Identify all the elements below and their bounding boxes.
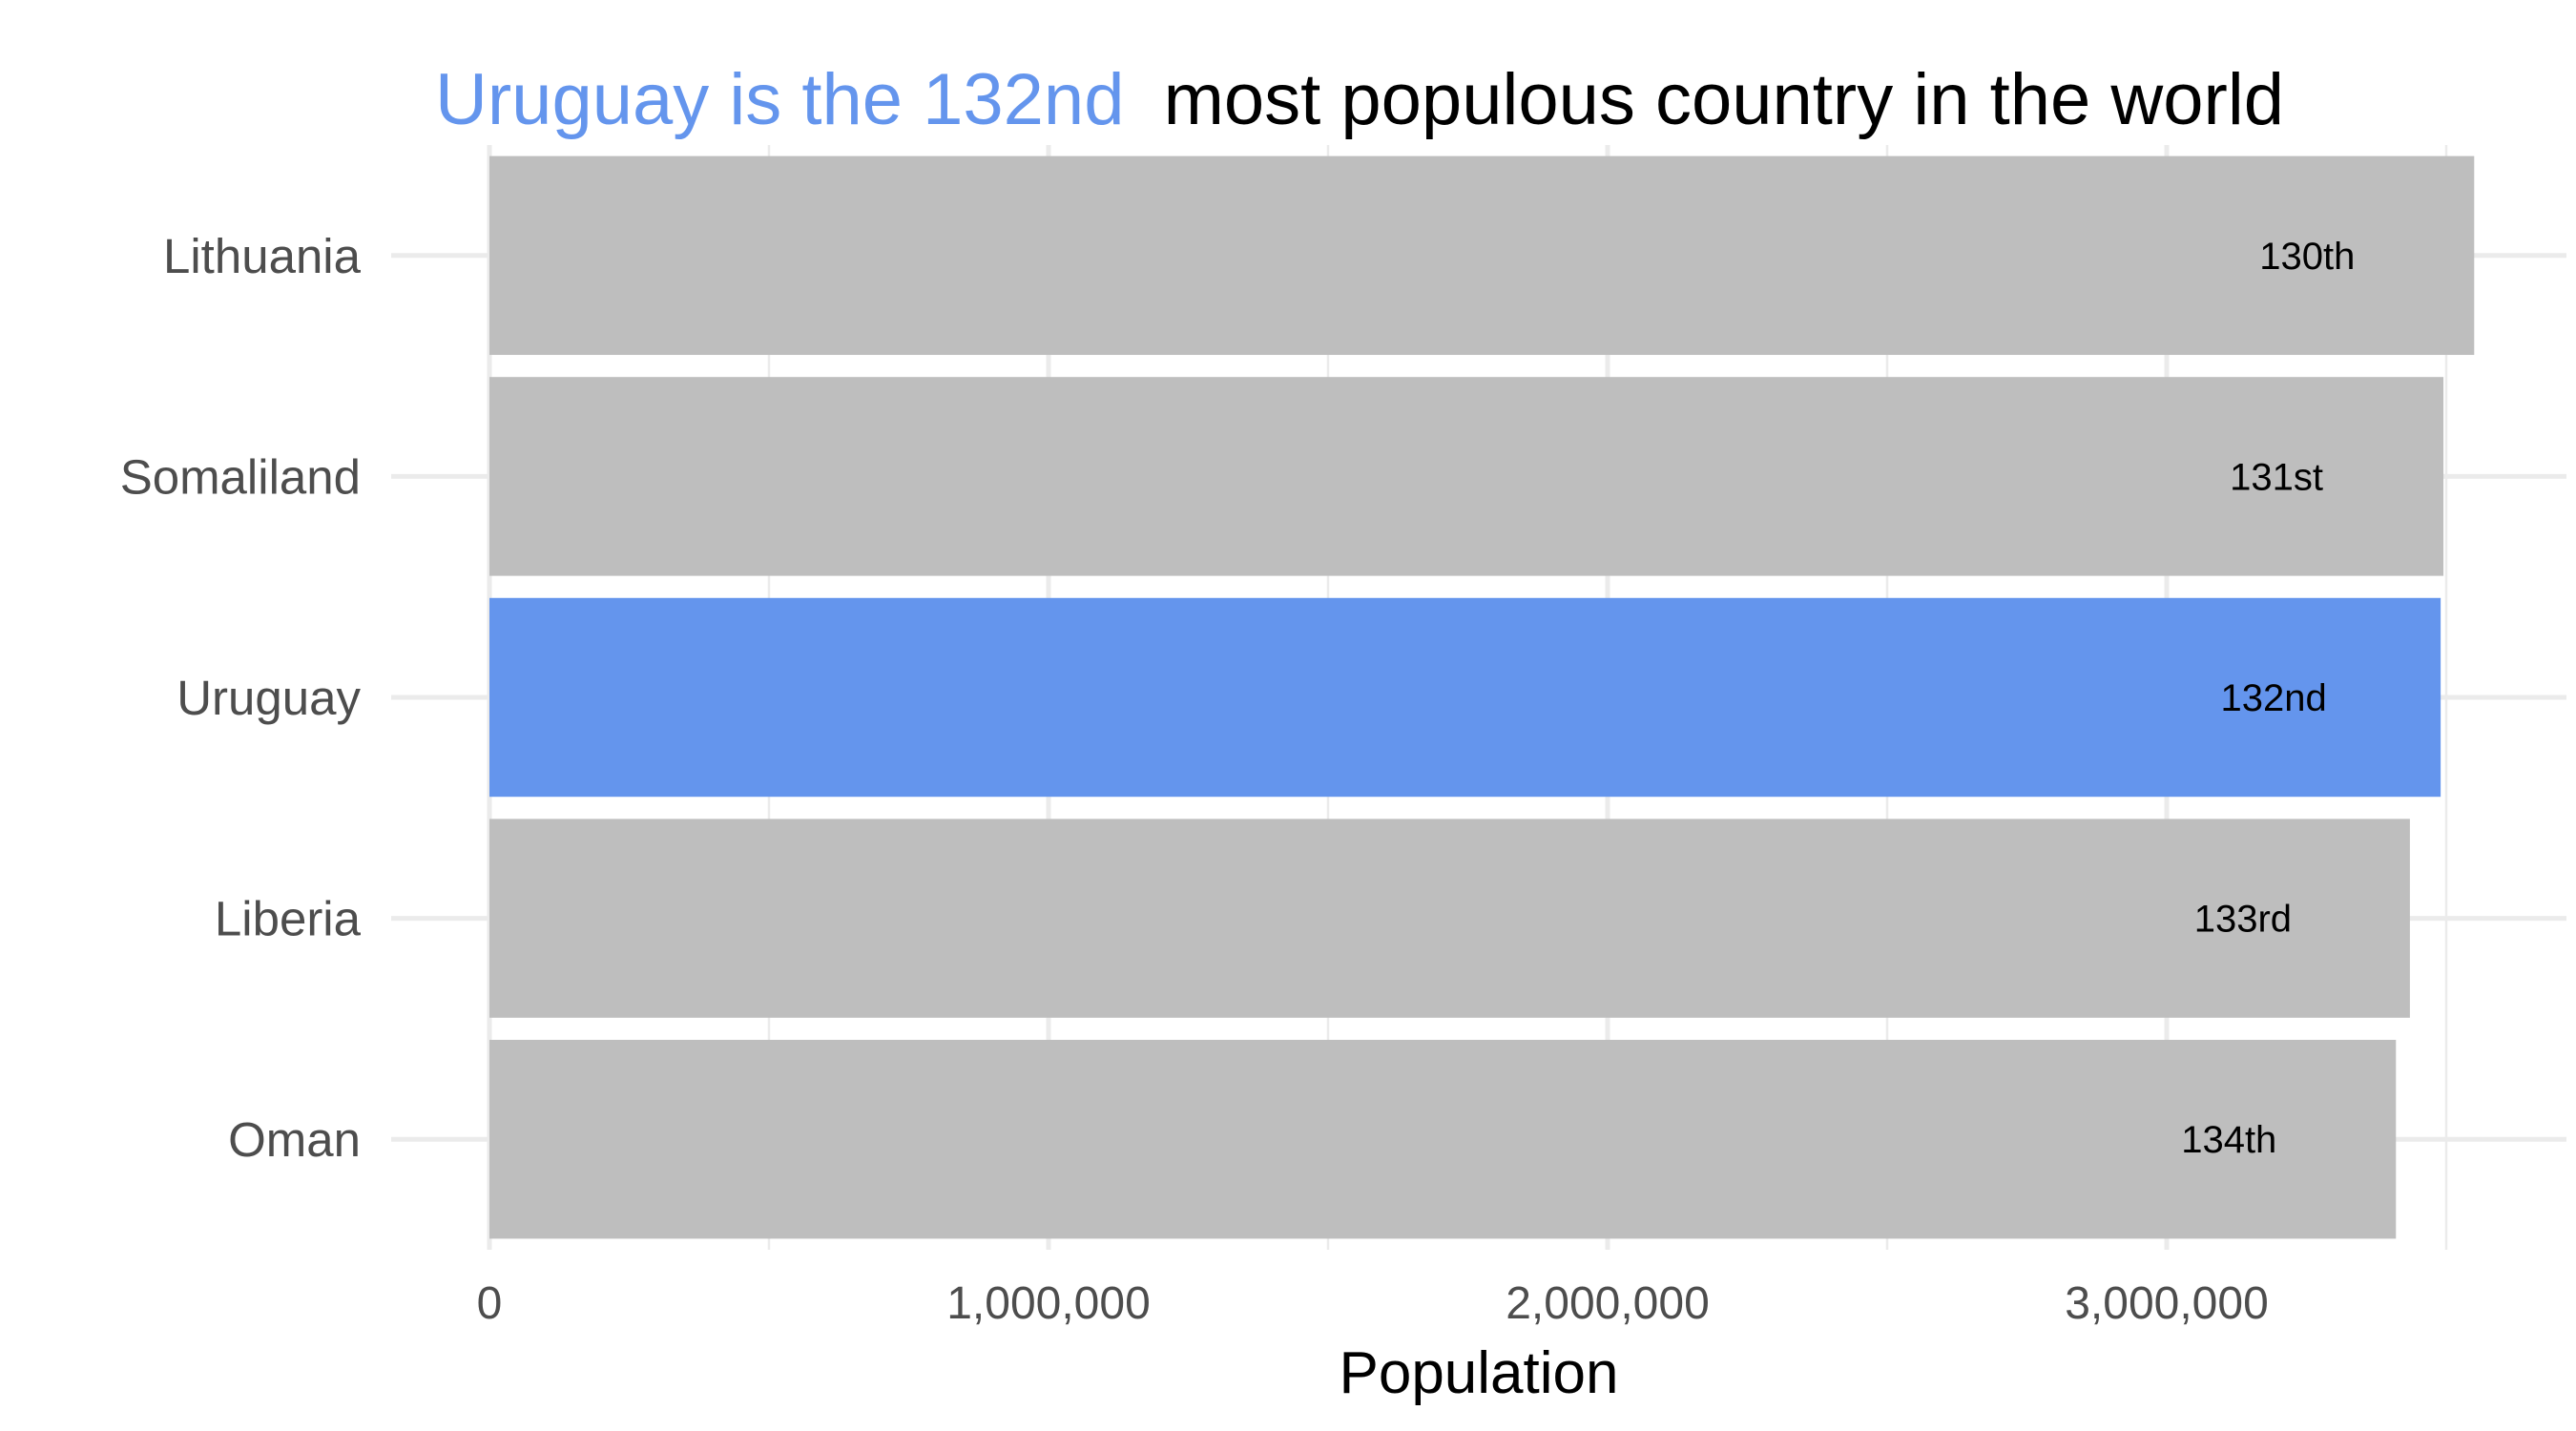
bar-oman [489, 1039, 2397, 1239]
y-tick-label: Somaliland [120, 449, 361, 504]
x-tick-label: 3,000,000 [2065, 1278, 2269, 1329]
bar-rank-label: 130th [2259, 236, 2355, 278]
x-tick-label: 1,000,000 [946, 1278, 1151, 1329]
bar-lithuania [489, 156, 2475, 356]
chart-title: Uruguay is the 132nd most populous count… [435, 59, 2284, 140]
y-axis-tick-labels: Lithuania Somaliland Uruguay Liberia Oman [120, 229, 362, 1167]
x-axis-tick-labels: 0 1,000,000 2,000,000 3,000,000 [477, 1278, 2269, 1329]
bar-uruguay [489, 597, 2441, 798]
x-axis-title: Population [1339, 1340, 1618, 1406]
bar-somaliland [489, 377, 2444, 576]
bar-rank-labels: 130th 131st 132nd 133rd 134th [2181, 236, 2355, 1161]
chart-title-highlight: Uruguay is the 132nd [435, 59, 1124, 140]
x-tick-label: 2,000,000 [1506, 1278, 1710, 1329]
bars [489, 156, 2475, 1239]
y-tick-label: Uruguay [177, 671, 361, 725]
bar-rank-label: 131st [2230, 456, 2323, 498]
y-tick-label: Liberia [215, 892, 362, 946]
x-tick-label: 0 [477, 1278, 503, 1329]
chart-title-rest: most populous country in the world [1164, 59, 2284, 140]
y-tick-label: Lithuania [163, 229, 362, 283]
bar-rank-label: 132nd [2221, 677, 2327, 719]
bar-rank-label: 134th [2181, 1119, 2276, 1161]
bar-liberia [489, 819, 2410, 1018]
y-tick-label: Oman [228, 1112, 361, 1167]
bar-rank-label: 133rd [2194, 899, 2292, 941]
